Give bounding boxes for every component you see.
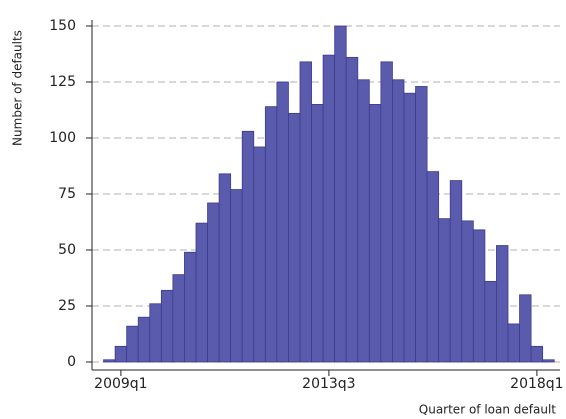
- bar: [334, 25, 347, 363]
- bar: [496, 245, 509, 363]
- bar: [322, 54, 336, 363]
- bar: [392, 79, 405, 363]
- bar: [438, 218, 451, 363]
- x-axis-title: Quarter of loan default: [419, 403, 557, 417]
- bar: [403, 92, 416, 363]
- bar: [357, 79, 370, 363]
- y-tick-label: 25: [58, 298, 76, 314]
- bar: [507, 323, 520, 363]
- bar: [195, 222, 208, 363]
- bar: [137, 316, 151, 363]
- bar: [264, 106, 278, 363]
- bar: [149, 303, 162, 363]
- x-tick-label: 2009q1: [94, 376, 147, 392]
- bar: [160, 289, 174, 363]
- bar: [184, 251, 197, 363]
- x-tick-label: 2013q3: [302, 376, 355, 392]
- bar: [230, 189, 243, 363]
- bar: [426, 171, 440, 363]
- bar: [530, 345, 544, 363]
- bar: [484, 280, 497, 363]
- y-tick-label: 75: [58, 186, 76, 202]
- bar: [368, 104, 382, 363]
- bar: [276, 81, 289, 363]
- bar: [449, 180, 463, 363]
- bar: [345, 56, 359, 363]
- bar: [299, 61, 312, 363]
- bar: [311, 104, 324, 363]
- bar: [114, 345, 128, 363]
- x-tick-label: 2018q1: [510, 376, 563, 392]
- bar: [103, 359, 116, 363]
- y-tick-label: 50: [58, 242, 76, 258]
- bar: [288, 112, 301, 363]
- bar: [542, 359, 555, 363]
- y-tick-label: 150: [49, 18, 76, 34]
- bar: [472, 229, 486, 363]
- bar: [519, 294, 532, 363]
- bar: [380, 61, 393, 363]
- bar: [207, 202, 220, 363]
- bar: [415, 86, 428, 363]
- y-tick-label: 125: [49, 74, 76, 90]
- y-tick-label: 0: [67, 354, 76, 370]
- bar: [461, 220, 474, 363]
- y-tick-label: 100: [49, 130, 76, 146]
- bar: [126, 325, 139, 363]
- bar: [218, 173, 232, 363]
- bar: [241, 130, 255, 363]
- y-axis-title: Number of defaults: [11, 30, 25, 146]
- bar: [253, 146, 266, 363]
- bar: [172, 274, 185, 363]
